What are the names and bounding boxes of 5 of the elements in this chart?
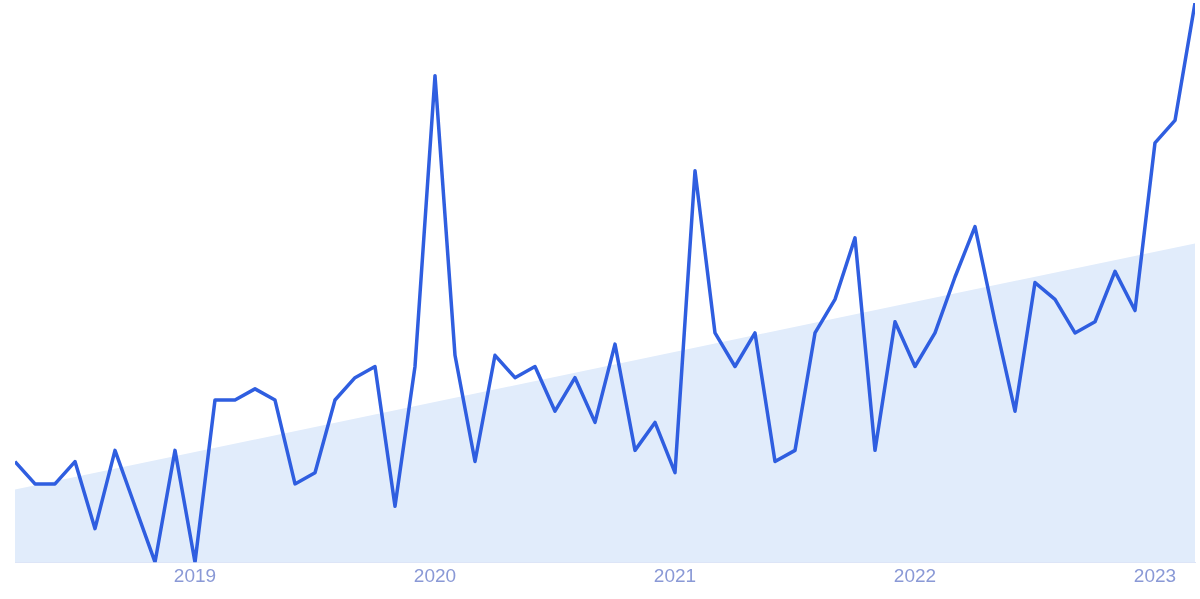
x-tick-label: 2022 [893,564,937,586]
x-tick-label: 2021 [653,564,697,586]
x-tick-label: 2023 [1133,564,1177,586]
x-tick-label: 2019 [173,564,217,586]
x-tick-label: 2020 [413,564,457,586]
